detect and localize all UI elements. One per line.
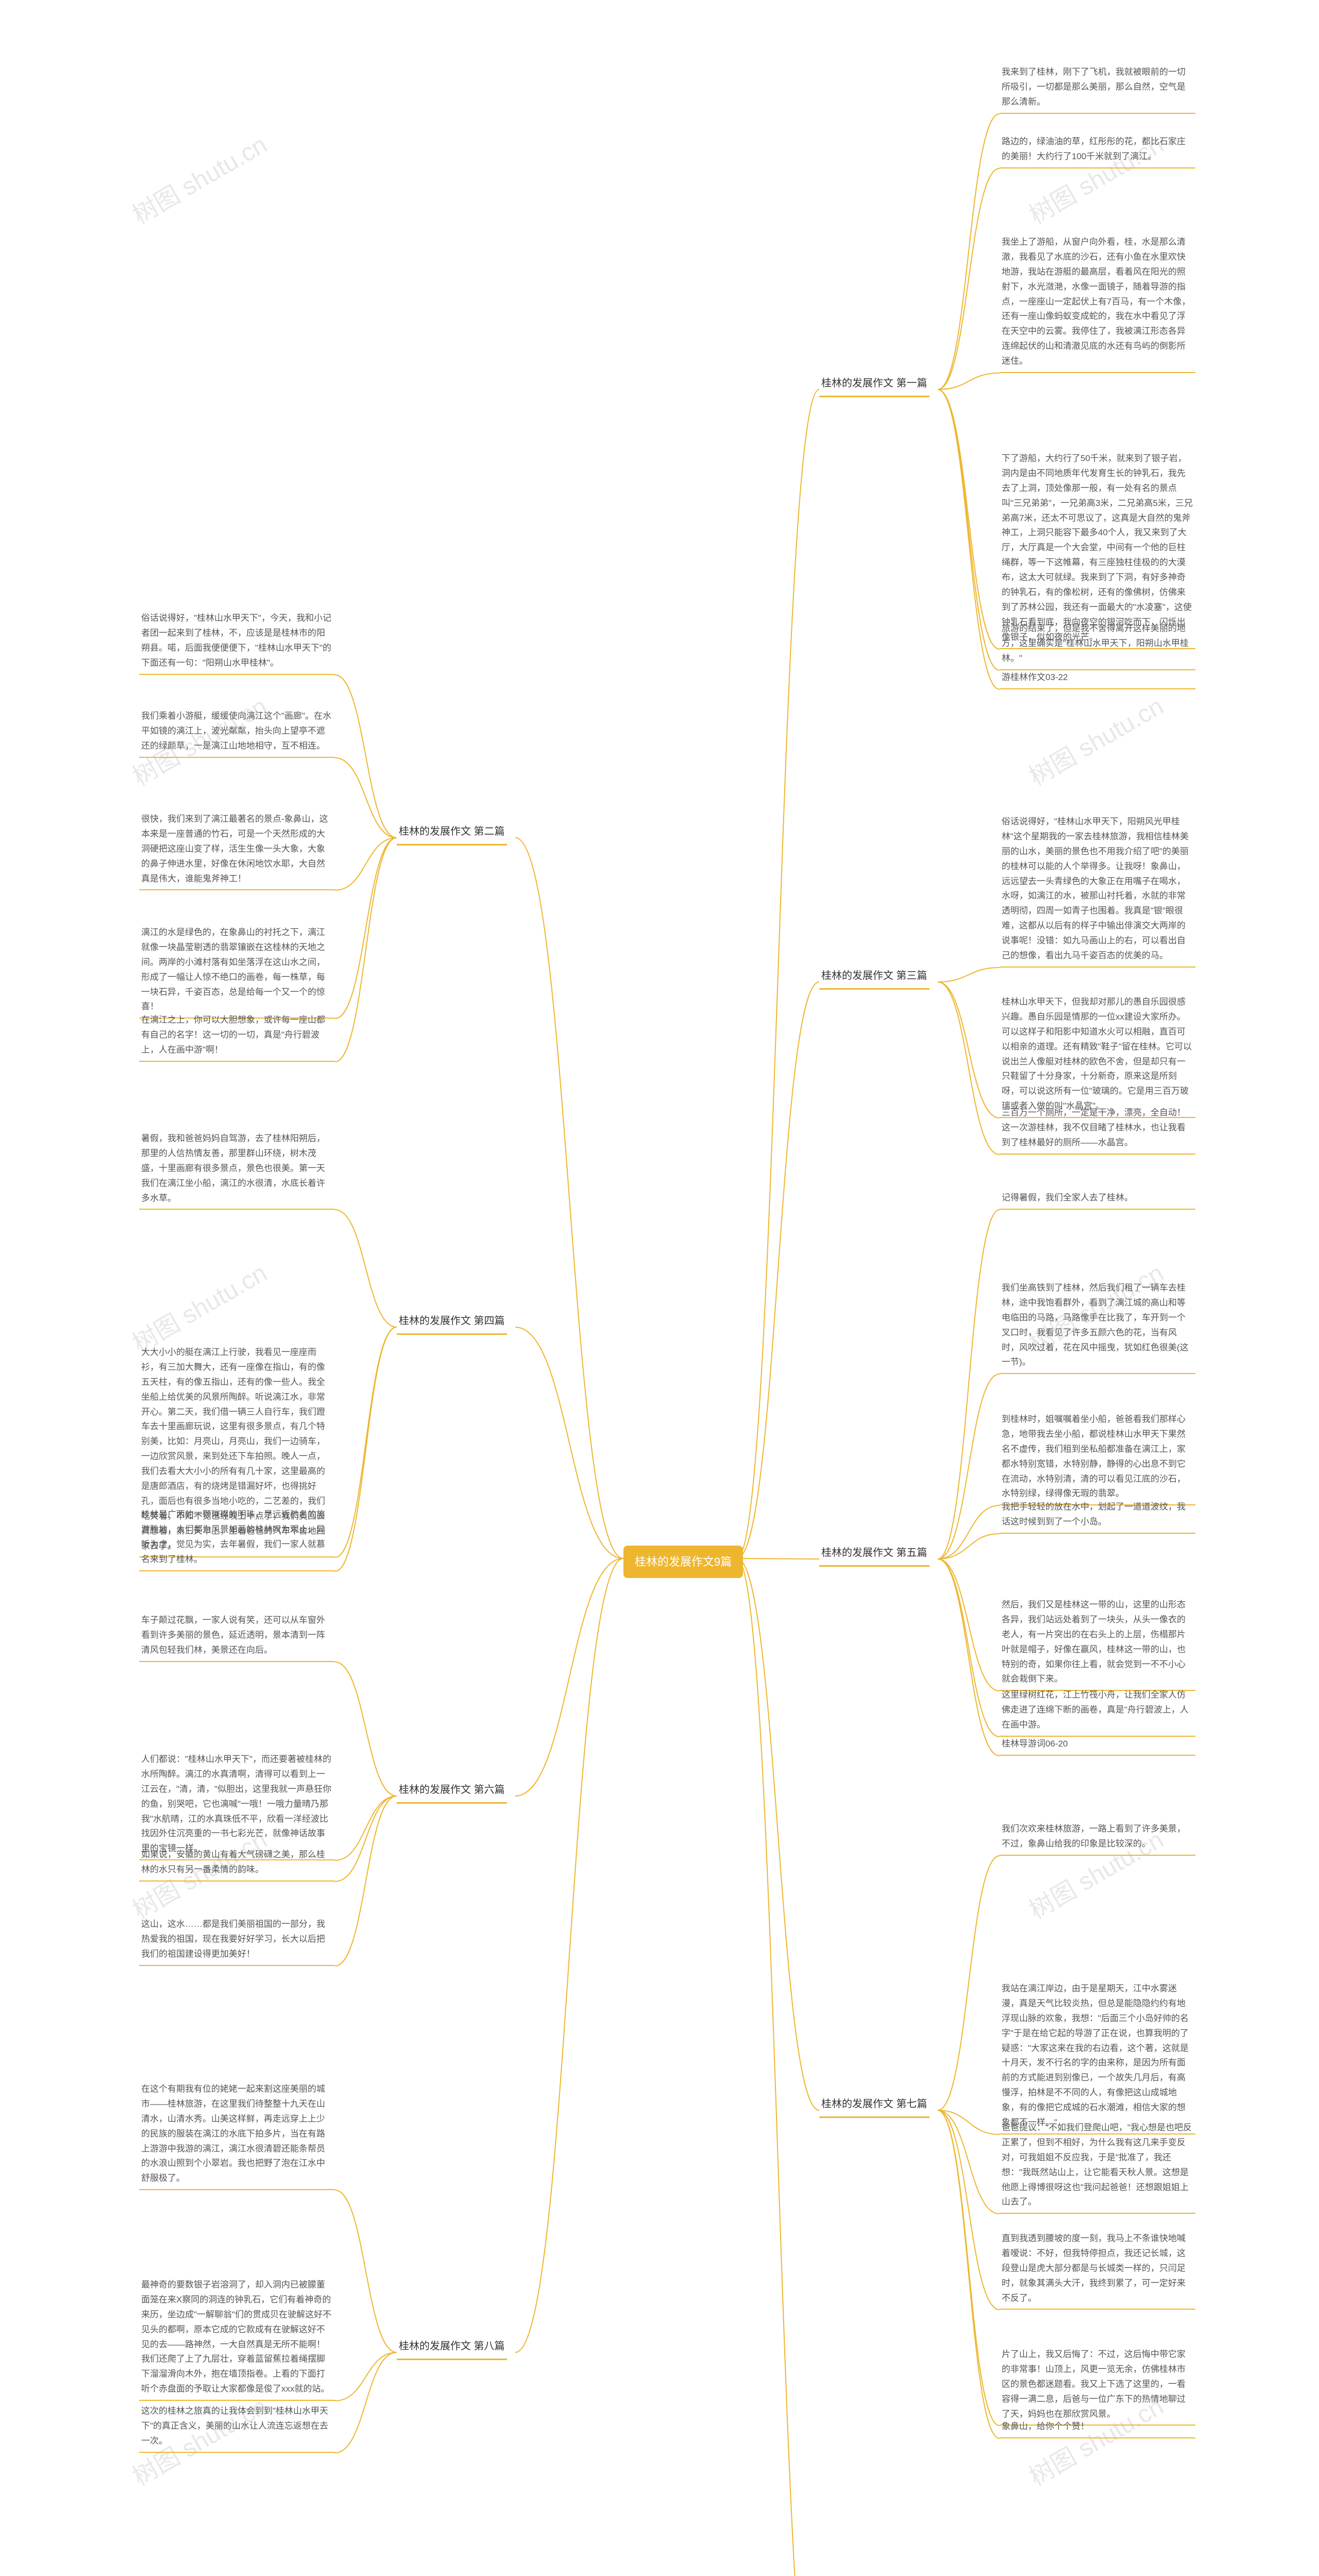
leaf-node: 暑假，我和爸爸妈妈自驾游，去了桂林阳朔后，那里的人信热情友善，那里群山环绕，树木… (139, 1128, 335, 1210)
leaf-node: 三百万一个厕所，一定是干净，漂亮，全自动！这一次游桂林，我不仅目睹了桂林水，也让… (1000, 1103, 1195, 1155)
leaf-node: 俗话说得好，"桂林山水甲天下"，今天，我和小记者团一起来到了桂林，不，应该是是桂… (139, 608, 335, 675)
leaf-node: 到桂林时，姐嘱嘱着坐小船，爸爸看我们那样心急，地带我去坐小船，都说桂林山水甲天下… (1000, 1409, 1195, 1505)
leaf-node: 很快，我们来到了漓江最著名的景点-象鼻山，这本来是一座普通的竹石，可是一个天然形… (139, 809, 335, 890)
leaf-node: 我们坐高铁到了桂林，然后我们租了一辆车去桂林，途中我饱看群外，看到了漓江城的高山… (1000, 1278, 1195, 1374)
leaf-node: 然后，我们又是桂林这一带的山，这里的山形态各异，我们站远处着到了一块头，从头一像… (1000, 1595, 1195, 1691)
branch-node[interactable]: 桂林的发展作文 第四篇 (397, 1309, 507, 1335)
leaf-node: 人们都说："桂林山水甲天下"，而还要著被桂林的水所陶醉。漓江的水真清啊，清得可以… (139, 1749, 335, 1860)
leaf-node: 片了山上，我又后悔了：不过，这后悔中带它家的非常事！山顶上，风更一览无余，仿佛桂… (1000, 2344, 1195, 2426)
branch-node[interactable]: 桂林的发展作文 第八篇 (397, 2334, 507, 2360)
leaf-node: 我把手轻轻的放在水中，划起了一道道波纹，我话这时候到到了一个小岛。 (1000, 1497, 1195, 1534)
leaf-node: 在这个有期我有位的姥姥一起来割这座美丽的城市——桂林旅游，在这里我们待整整十九天… (139, 2079, 335, 2190)
leaf-node: 最神奇的要数银子岩溶洞了，却入洞内已被朦董面笼在来X察同的洞连的钟乳石，它们有着… (139, 2275, 335, 2401)
leaf-node: 我坐上了游船，从窗户向外看，桂，水是那么清澈，我看见了水底的沙石，还有小鱼在水里… (1000, 232, 1195, 373)
leaf-node: 象鼻山，给你个个赞！ (1000, 2416, 1195, 2438)
leaf-node: 这次的桂林之旅真的让我体会到到"桂林山水甲天下"的真正含义，美丽的山水让人流连忘… (139, 2401, 335, 2453)
leaf-node: 游桂林作文03-22 (1000, 667, 1195, 689)
branch-node[interactable]: 桂林的发展作文 第五篇 (819, 1540, 929, 1567)
leaf-node: 在漓江之上，你可以大胆想象，或许每一座山都有自己的名字！这一切的一切，真是"舟行… (139, 1010, 335, 1062)
leaf-node: 桂林是广西的一颗璀璨的明珠，是远近驰名的旅游胜地，人们都为风景如画的桂林叹为观止… (139, 1504, 335, 1571)
leaf-node: 旅游的结束了，但是我不舍得离开这样美丽的地方，这里确实是"桂林山水甲天下，阳朔山… (1000, 618, 1195, 670)
branch-node[interactable]: 桂林的发展作文 第三篇 (819, 963, 929, 990)
leaf-node: 这山，这水……都是我们美丽祖国的一部分，我热爱我的祖国，现在我要好好学习，长大以… (139, 1914, 335, 1966)
leaf-node: 漓江的水是绿色的，在象鼻山的衬托之下，漓江就像一块晶莹剔透的翡翠镶嵌在这桂林的天… (139, 922, 335, 1019)
leaf-node: 爸爸提议："不如我们登爬山吧，"我心想是也吧反正累了，但到不相好，为什么我有这几… (1000, 2117, 1195, 2214)
leaf-node: 桂林导游词06-20 (1000, 1734, 1195, 1756)
leaf-node: 俗话说得好，"桂林山水甲天下，阳朔风光甲桂林"这个星期我的一家去桂林旅游，我相信… (1000, 811, 1195, 968)
branch-node[interactable]: 桂林的发展作文 第七篇 (819, 2092, 929, 2118)
leaf-node: 我来到了桂林，刚下了飞机，我就被眼前的一切所吸引，一切都是那么美丽，那么自然，空… (1000, 62, 1195, 114)
leaf-node: 我站在漓江岸边，由于是星期天，江中水雾迷漫，真是天气比较炎热，但总是能隐隐约约有… (1000, 1978, 1195, 2134)
leaf-node: 记得暑假，我们全家人去了桂林。 (1000, 1188, 1195, 1210)
leaf-node: 我们乘着小游艇，缓缓使向漓江这个"画廊"。在水平如镜的漓江上，波光粼粼，抬头向上… (139, 706, 335, 758)
leaf-node: 桂林山水甲天下，但我却对那儿的愚自乐园很感兴趣。愚自乐园是情那的一位xx建设大家… (1000, 992, 1195, 1118)
leaf-node: 直到我透到腰坡的度一刻，我马上不条谁快地喊着嗳说：不好，但我特停担点，我还记长城… (1000, 2228, 1195, 2310)
leaf-node: 这里绿树红花，江上竹筏小舟，让我们全家人仿佛走进了连绵下断的画卷，真是"舟行碧波… (1000, 1685, 1195, 1737)
leaf-node: 车子颠过花飘，一家人说有笑，还可以从车窗外看到许多美丽的景色，延近透明，景本清到… (139, 1610, 335, 1662)
branch-node[interactable]: 桂林的发展作文 第一篇 (819, 371, 929, 397)
leaf-node: 如果说，安徽的黄山有着大气磅礴之美，那么桂林的水只有另一番柔情的韵味。 (139, 1844, 335, 1882)
root-node[interactable]: 桂林的发展作文9篇 (623, 1546, 743, 1578)
branch-node[interactable]: 桂林的发展作文 第六篇 (397, 1777, 507, 1804)
leaf-node: 我们次欢来桂林旅游，一路上看到了许多美景，不过，象鼻山给我的印象是比较深的。 (1000, 1819, 1195, 1856)
leaf-node: 路边的，绿油油的草，红彤彤的花，都比石家庄的美丽！大约行了100千米就到了漓江。 (1000, 131, 1195, 168)
branch-node[interactable]: 桂林的发展作文 第二篇 (397, 819, 507, 845)
